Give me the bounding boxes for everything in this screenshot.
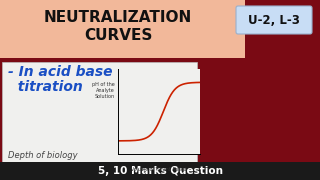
Text: Volume of Titrant Added: Volume of Titrant Added [132, 167, 187, 172]
FancyBboxPatch shape [2, 62, 197, 162]
Text: titration: titration [8, 80, 83, 94]
Text: 5, 10 Marks Question: 5, 10 Marks Question [98, 166, 222, 176]
Text: NEUTRALIZATION: NEUTRALIZATION [44, 10, 192, 26]
Text: U-2, L-3: U-2, L-3 [248, 14, 300, 26]
Text: pH of the
Analyte
Solution: pH of the Analyte Solution [92, 82, 114, 99]
FancyBboxPatch shape [0, 162, 320, 180]
Text: - In acid base: - In acid base [8, 65, 113, 79]
Text: CURVES: CURVES [84, 28, 152, 44]
FancyBboxPatch shape [236, 6, 312, 34]
FancyBboxPatch shape [0, 0, 245, 58]
Text: Depth of biology: Depth of biology [8, 150, 78, 159]
